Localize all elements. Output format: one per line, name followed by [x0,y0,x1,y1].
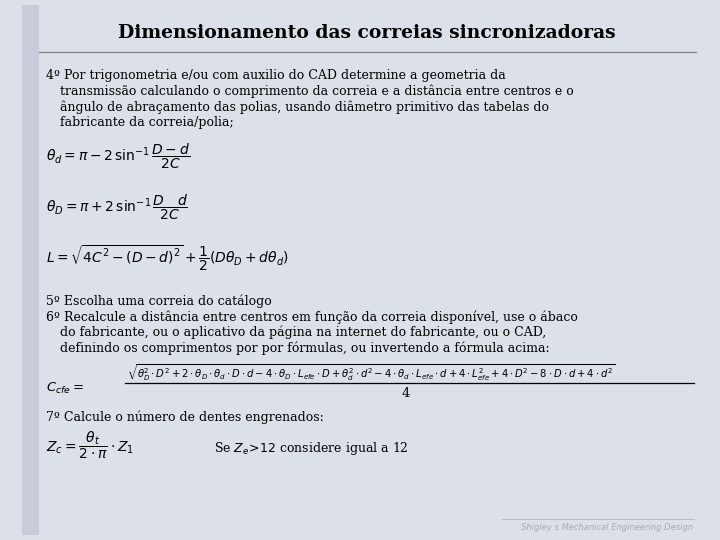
Text: Dimensionamento das correias sincronizadoras: Dimensionamento das correias sincronizad… [118,24,616,42]
Text: fabricante da correia/polia;: fabricante da correia/polia; [60,116,234,129]
Text: $\sqrt{\theta_D^2 \cdot D^2 + 2 \cdot \theta_D \cdot \theta_d \cdot D \cdot d - : $\sqrt{\theta_D^2 \cdot D^2 + 2 \cdot \t… [127,363,616,383]
Text: $L = \sqrt{4C^2 - (D-d)^2} + \dfrac{1}{2}(D\theta_D + d\theta_d)$: $L = \sqrt{4C^2 - (D-d)^2} + \dfrac{1}{2… [45,244,289,273]
Text: definindo os comprimentos por por fórmulas, ou invertendo a fórmula acima:: definindo os comprimentos por por fórmul… [60,341,549,355]
Text: $Z_c = \dfrac{\theta_t}{2 \cdot \pi} \cdot Z_1$: $Z_c = \dfrac{\theta_t}{2 \cdot \pi} \cd… [45,430,133,462]
Text: 4º Por trigonometria e/ou com auxilio do CAD determine a geometria da: 4º Por trigonometria e/ou com auxilio do… [45,69,505,82]
Text: Se $Z_e\!>\!12$ considere igual a 12: Se $Z_e\!>\!12$ considere igual a 12 [214,440,408,456]
Text: do fabricante, ou o aplicativo da página na internet do fabricante, ou o CAD,: do fabricante, ou o aplicativo da página… [60,326,546,339]
Text: ângulo de abraçamento das polias, usando diâmetro primitivo das tabelas do: ângulo de abraçamento das polias, usando… [60,100,549,114]
Text: 4: 4 [402,387,410,400]
Text: $C_{cfe} =$: $C_{cfe} =$ [45,381,84,396]
Text: 6º Recalcule a distância entre centros em função da correia disponível, use o áb: 6º Recalcule a distância entre centros e… [45,310,577,323]
Text: $\theta_D = \pi + 2\,\sin^{-1}\dfrac{D\quad d}{2C}$: $\theta_D = \pi + 2\,\sin^{-1}\dfrac{D\q… [45,193,187,222]
Text: 7º Calcule o número de dentes engrenados:: 7º Calcule o número de dentes engrenados… [45,410,323,424]
Bar [22,5,39,535]
Text: $\theta_d = \pi - 2\,\sin^{-1}\dfrac{D-d}{2C}$: $\theta_d = \pi - 2\,\sin^{-1}\dfrac{D-d… [45,141,190,171]
Text: 5º Escolha uma correia do catálogo: 5º Escolha uma correia do catálogo [45,294,271,308]
Text: Shigley s Mechanical Engineering Design: Shigley s Mechanical Engineering Design [521,523,693,532]
Text: transmissão calculando o comprimento da correia e a distância entre centros e o: transmissão calculando o comprimento da … [60,85,574,98]
